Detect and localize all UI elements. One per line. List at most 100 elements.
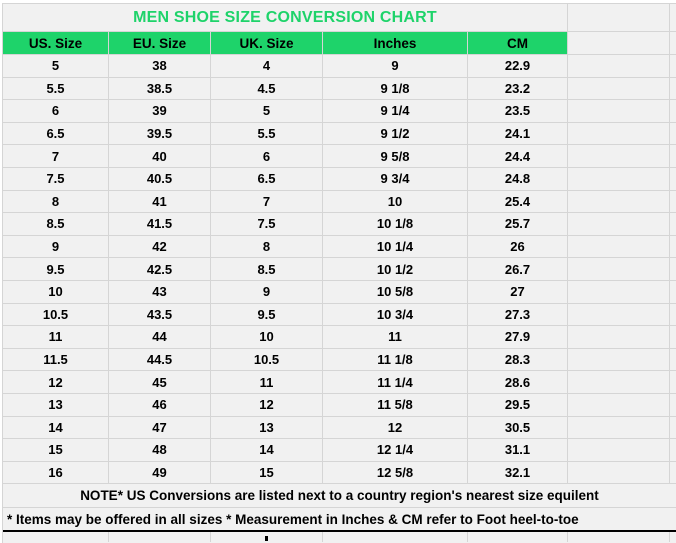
cell-cm: 28.3: [468, 348, 568, 372]
conversion-chart-sheet: MEN SHOE SIZE CONVERSION CHART US. Size …: [2, 3, 676, 543]
empty-cell: [568, 461, 670, 485]
cell-cm: 30.5: [468, 416, 568, 440]
empty-cell: [568, 100, 670, 123]
cell-inches: 10 1/8: [323, 213, 468, 236]
empty-cell: [670, 77, 676, 101]
cell-uk-size: 9: [211, 280, 323, 304]
cell-inches: 10 1/2: [323, 258, 468, 281]
cell-cm: 23.2: [468, 77, 568, 101]
cell-eu-size: 40.5: [109, 167, 211, 191]
table-row: 10 43 9 10 5/8 27: [3, 280, 676, 304]
cell-inches: 11 1/4: [323, 371, 468, 394]
cell-us-size: 6.5: [3, 122, 109, 146]
empty-cell: [568, 77, 670, 101]
column-header-inches: Inches: [323, 32, 468, 55]
empty-cell: [568, 145, 670, 168]
empty-cell: [568, 235, 670, 259]
cell-inches: 10 5/8: [323, 280, 468, 304]
cell-cm: 27.9: [468, 326, 568, 349]
empty-cell: [568, 326, 670, 349]
table-row: 16 49 15 12 5/8 32.1: [3, 461, 676, 485]
empty-cell: [670, 326, 676, 349]
cell-uk-size: 14: [211, 439, 323, 462]
column-header-row: US. Size EU. Size UK. Size Inches CM: [3, 32, 676, 55]
cell-cm: 27.3: [468, 303, 568, 327]
table-row: 6 39 5 9 1/4 23.5: [3, 100, 676, 123]
empty-cell: [670, 416, 676, 440]
cell-eu-size: 38.5: [109, 77, 211, 101]
cell-us-size: 10: [3, 280, 109, 304]
cell-uk-size: 13: [211, 416, 323, 440]
table-row: 15 48 14 12 1/4 31.1: [3, 439, 676, 462]
cell-inches: 11 5/8: [323, 393, 468, 417]
empty-cell: [568, 371, 670, 394]
cell-inches: 12 1/4: [323, 439, 468, 462]
empty-cell: [568, 348, 670, 372]
cell-inches: 9 3/4: [323, 167, 468, 191]
cell-uk-size: 5: [211, 100, 323, 123]
cell-us-size: 16: [3, 461, 109, 485]
cell-inches: 12 5/8: [323, 461, 468, 485]
cell-eu-size: 45: [109, 371, 211, 394]
empty-cell: [3, 532, 109, 543]
cell-us-size: 5.5: [3, 77, 109, 101]
cell-inches: 9 1/4: [323, 100, 468, 123]
table-row: 9 42 8 10 1/4 26: [3, 235, 676, 259]
cell-cm: 26: [468, 235, 568, 259]
empty-cell: [568, 55, 670, 78]
column-header-cm: CM: [468, 32, 568, 55]
cell-us-size: 10.5: [3, 303, 109, 327]
table-row: 5 38 4 9 22.9: [3, 55, 676, 78]
cell-us-size: 8: [3, 190, 109, 214]
cell-uk-size: 8: [211, 235, 323, 259]
empty-cell: [670, 55, 676, 78]
table-row: 11 44 10 11 27.9: [3, 326, 676, 349]
cell-us-size: 13: [3, 393, 109, 417]
note-row-2: * Items may be offered in all sizes * Me…: [3, 508, 676, 533]
column-header-uk-size: UK. Size: [211, 32, 323, 55]
cell-eu-size: 38: [109, 55, 211, 78]
empty-cell: [568, 439, 670, 462]
cell-inches: 12: [323, 416, 468, 440]
cell-uk-size: 11: [211, 371, 323, 394]
cell-inches: 11 1/8: [323, 348, 468, 372]
empty-cell: [670, 122, 676, 146]
cell-uk-size: 4.5: [211, 77, 323, 101]
cell-eu-size: 46: [109, 393, 211, 417]
cell-cm: 26.7: [468, 258, 568, 281]
empty-cell: [670, 213, 676, 236]
cell-cm: 25.7: [468, 213, 568, 236]
table-row: 11.5 44.5 10.5 11 1/8 28.3: [3, 348, 676, 372]
cell-cm: 24.1: [468, 122, 568, 146]
empty-cell: [670, 461, 676, 485]
cell-us-size: 11: [3, 326, 109, 349]
cell-uk-size: 6: [211, 145, 323, 168]
cell-cm: 22.9: [468, 55, 568, 78]
cell-cm: 24.8: [468, 167, 568, 191]
empty-cell: [670, 32, 676, 55]
empty-cell: [323, 532, 468, 543]
empty-cell: [568, 190, 670, 214]
cell-eu-size: 47: [109, 416, 211, 440]
title-row: MEN SHOE SIZE CONVERSION CHART: [3, 4, 676, 32]
table-row: 8 41 7 10 25.4: [3, 190, 676, 214]
cell-uk-size: 5.5: [211, 122, 323, 146]
cell-uk-size: 12: [211, 393, 323, 417]
cell-inches: 10 1/4: [323, 235, 468, 259]
empty-cell: [670, 393, 676, 417]
cell-eu-size: 42.5: [109, 258, 211, 281]
empty-cell: [568, 258, 670, 281]
cell-inches: 11: [323, 326, 468, 349]
cell-uk-size: 9.5: [211, 303, 323, 327]
page-title: MEN SHOE SIZE CONVERSION CHART: [3, 4, 568, 32]
empty-cell: [568, 4, 670, 32]
cell-uk-size: 6.5: [211, 167, 323, 191]
cell-us-size: 11.5: [3, 348, 109, 372]
cell-uk-size: 8.5: [211, 258, 323, 281]
cell-us-size: 15: [3, 439, 109, 462]
cell-us-size: 6: [3, 100, 109, 123]
cell-eu-size: 42: [109, 235, 211, 259]
cell-eu-size: 48: [109, 439, 211, 462]
empty-cell: [670, 532, 676, 543]
cell-inches: 9 1/8: [323, 77, 468, 101]
